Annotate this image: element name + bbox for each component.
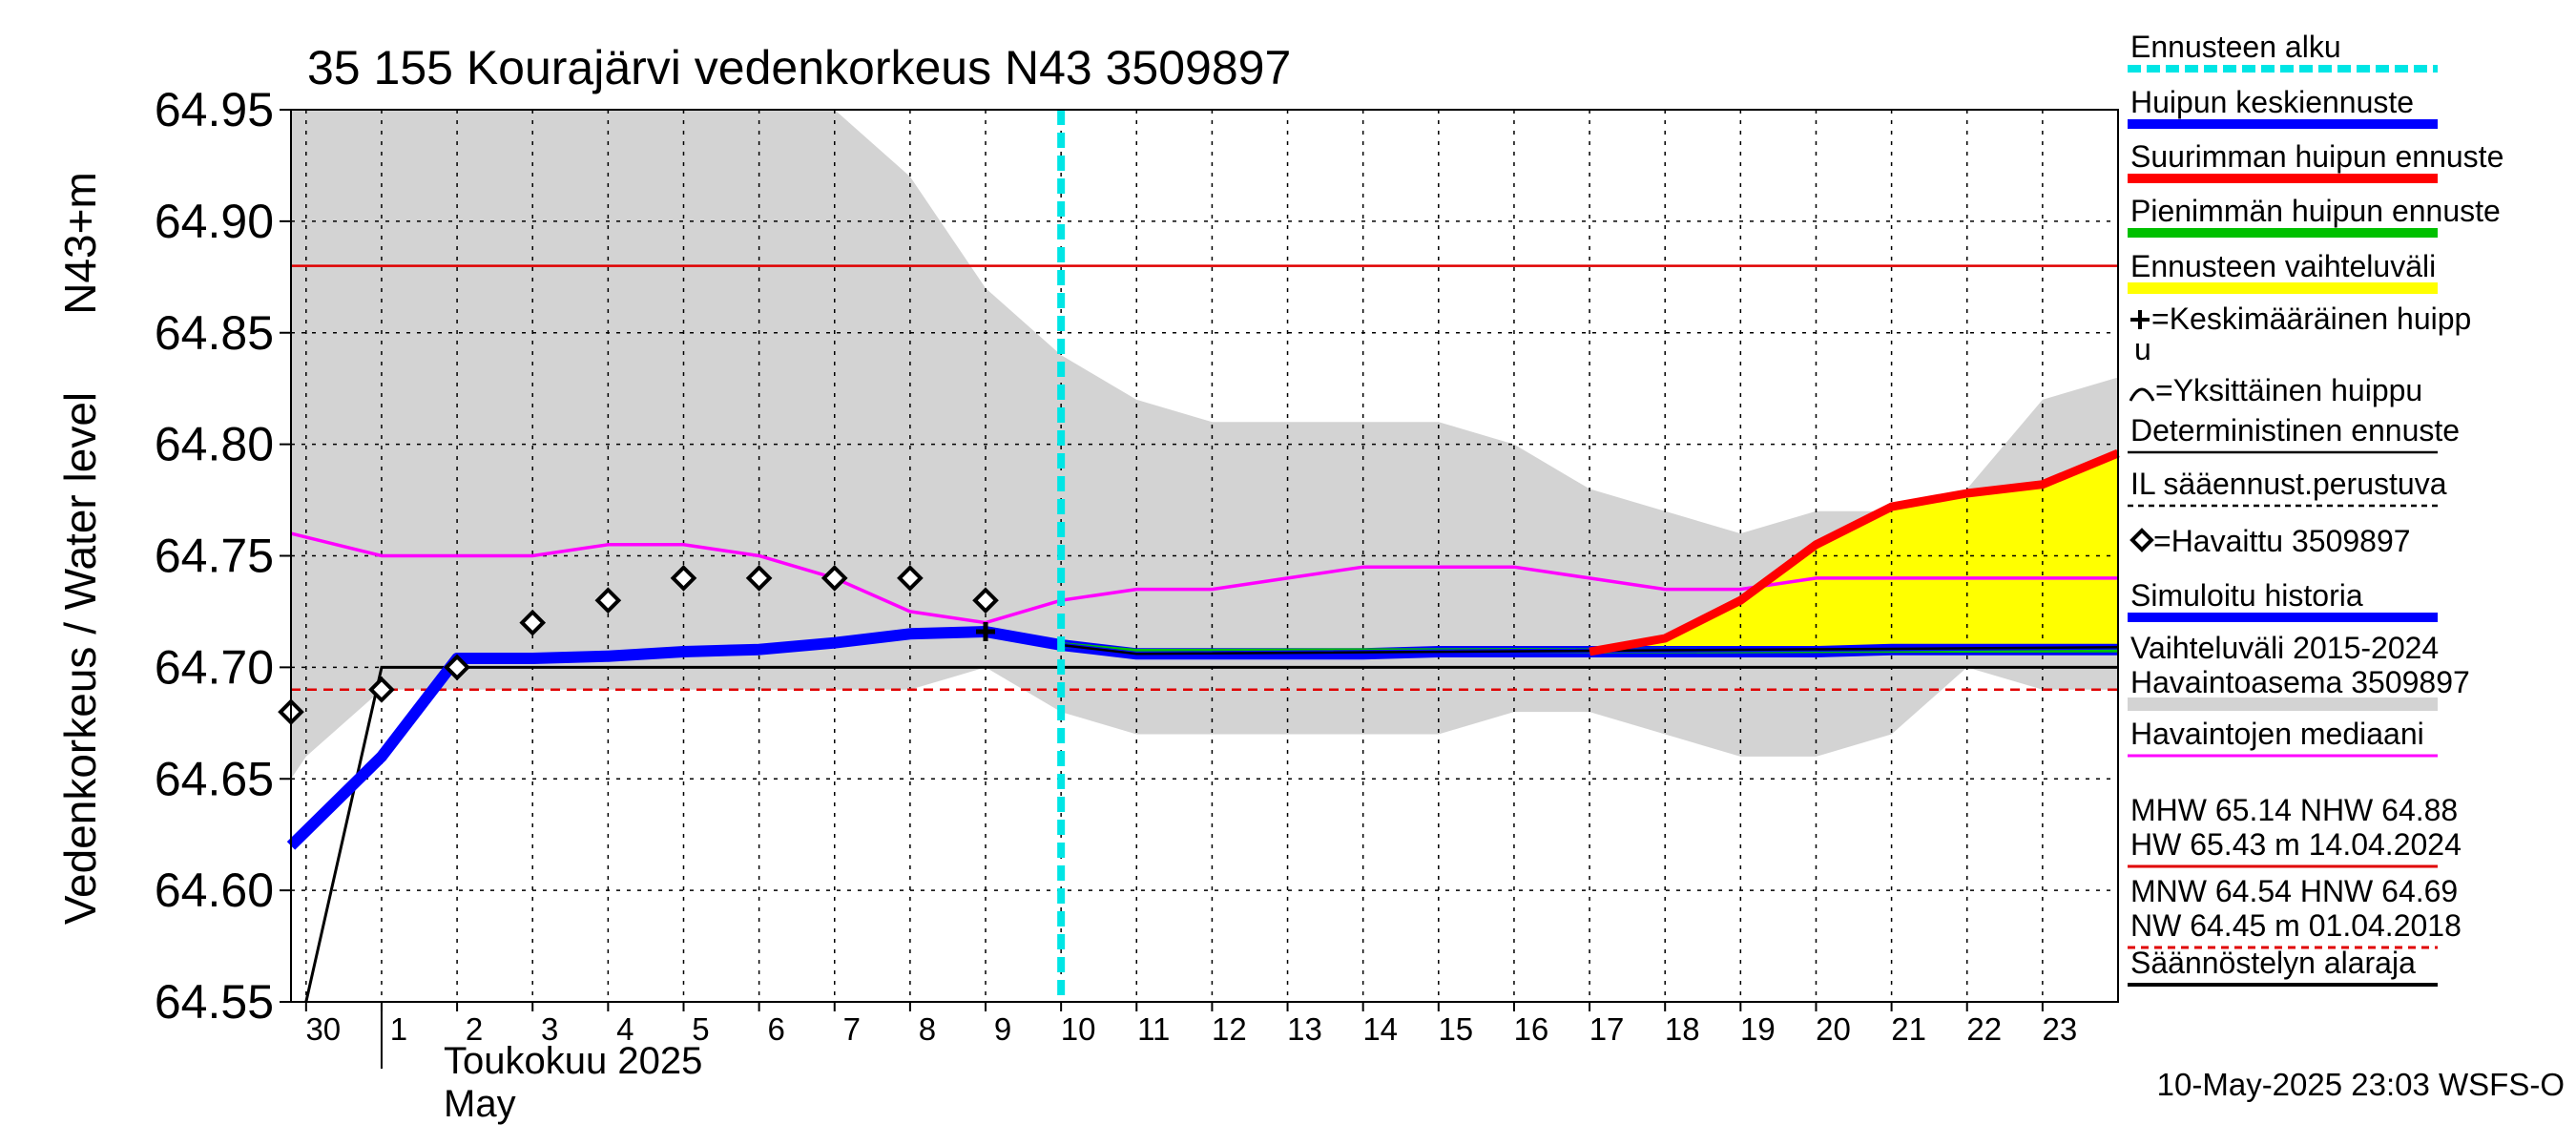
legend-label: Deterministinen ennuste — [2130, 413, 2460, 448]
legend-label: MHW 65.14 NHW 64.88 — [2130, 793, 2458, 827]
y-tick-label: 64.80 — [155, 418, 274, 471]
x-tick-label: 17 — [1589, 1011, 1625, 1047]
legend-diamond-symbol — [2129, 528, 2154, 552]
x-tick-label: 19 — [1740, 1011, 1776, 1047]
legend-label: Pienimmän huipun ennuste — [2130, 194, 2501, 228]
x-tick-label: 22 — [1966, 1011, 2002, 1047]
y-tick-label: 64.65 — [155, 752, 274, 805]
x-tick-label: 23 — [2043, 1011, 2078, 1047]
x-tick-label: 21 — [1891, 1011, 1926, 1047]
median-line — [290, 531, 2118, 625]
chart-title: 35 155 Kourajärvi vedenkorkeus N43 35098… — [307, 41, 1291, 94]
observed-point — [745, 565, 773, 592]
x-axis-month-en: May — [444, 1083, 516, 1125]
y-tick-label: 64.70 — [155, 640, 274, 694]
x-tick-label: 20 — [1816, 1011, 1851, 1047]
regulation-lower-limit-line — [304, 665, 2118, 1003]
x-tick-label: 16 — [1514, 1011, 1549, 1047]
x-tick-label: 30 — [305, 1011, 341, 1047]
x-tick-label: 8 — [919, 1011, 936, 1047]
legend-label: IL sääennust.perustuva — [2130, 467, 2447, 501]
legend-label: =Yksittäinen huippu — [2155, 373, 2422, 407]
legend-label: =Havaittu 3509897 — [2153, 524, 2411, 558]
legend-label-continued: HW 65.43 m 14.04.2024 — [2130, 827, 2462, 862]
legend-label-continued: NW 64.45 m 01.04.2018 — [2130, 908, 2462, 943]
legend-label: MNW 64.54 HNW 64.69 — [2130, 874, 2458, 908]
x-tick-label: 14 — [1362, 1011, 1398, 1047]
y-tick-label: 64.60 — [155, 864, 274, 917]
legend: Ennusteen alku Huipun keskiennuste Suurimm… — [2128, 30, 2503, 987]
forecast-range-band — [1589, 453, 2118, 652]
legend-label: Havaintojen mediaani — [2130, 717, 2424, 751]
y-tick-label: 64.90 — [155, 195, 274, 248]
legend-label: Suurimman huipun ennuste — [2130, 139, 2503, 174]
x-tick-label: 9 — [994, 1011, 1011, 1047]
legend-label: Simuloitu historia — [2130, 578, 2363, 613]
timestamp-footer: 10-May-2025 23:03 WSFS-O — [2157, 1067, 2565, 1102]
x-tick-label: 4 — [616, 1011, 634, 1047]
legend-label: Ennusteen alku — [2130, 30, 2341, 64]
x-tick-label: 15 — [1438, 1011, 1473, 1047]
y-tick-label: 64.85 — [155, 306, 274, 360]
y-axis-unit-label: N43+m — [55, 172, 105, 315]
mean-peak-cross-marker — [976, 621, 996, 641]
legend-cross-symbol — [2130, 310, 2150, 329]
marker-layer — [278, 565, 999, 725]
x-tick-label: 18 — [1665, 1011, 1700, 1047]
x-tick-label: 13 — [1287, 1011, 1322, 1047]
legend-label-continued: Havaintoasema 3509897 — [2130, 665, 2470, 699]
observed-point — [594, 587, 622, 614]
y-tick-label: 64.75 — [155, 530, 274, 583]
x-tick-label: 1 — [390, 1011, 407, 1047]
legend-label: Säännöstelyn alaraja — [2130, 946, 2416, 980]
observed-point — [368, 676, 395, 703]
x-tick-label: 6 — [767, 1011, 784, 1047]
legend-arc-symbol — [2129, 387, 2155, 402]
tick-layer: 64.55 64.60 64.65 64.70 64.75 64.80 64.85 64.90… — [155, 83, 2077, 1069]
deterministic-forecast-line — [1060, 643, 2119, 656]
x-tick-label: 12 — [1212, 1011, 1247, 1047]
legend-label: Ennusteen vaihteluväli — [2130, 249, 2436, 283]
observed-point — [972, 587, 999, 614]
legend-label: Huipun keskiennuste — [2130, 85, 2414, 119]
y-tick-label: 64.55 — [155, 975, 274, 1029]
legend-label: =Keskimääräinen huipp — [2151, 302, 2471, 336]
y-tick-label: 64.95 — [155, 83, 274, 136]
x-tick-label: 3 — [541, 1011, 558, 1047]
x-axis-month-fi: Toukokuu 2025 — [444, 1040, 702, 1082]
observed-point — [821, 565, 848, 592]
legend-label-continued: u — [2134, 332, 2151, 366]
y-axis-label: Vedenkorkeus / Water level — [55, 392, 105, 925]
observed-point — [897, 565, 924, 592]
max-peak-forecast-line — [1589, 448, 2120, 656]
series-layer — [286, 110, 2120, 1003]
x-tick-label: 11 — [1137, 1011, 1170, 1047]
x-tick-label: 5 — [692, 1011, 709, 1047]
observed-point — [670, 565, 697, 592]
legend-label: Vaihteluväli 2015-2024 — [2130, 631, 2439, 665]
x-tick-label: 10 — [1061, 1011, 1096, 1047]
observed-point — [444, 654, 470, 681]
observed-point — [519, 609, 547, 636]
x-tick-label: 7 — [843, 1011, 861, 1047]
x-tick-label: 2 — [466, 1011, 483, 1047]
